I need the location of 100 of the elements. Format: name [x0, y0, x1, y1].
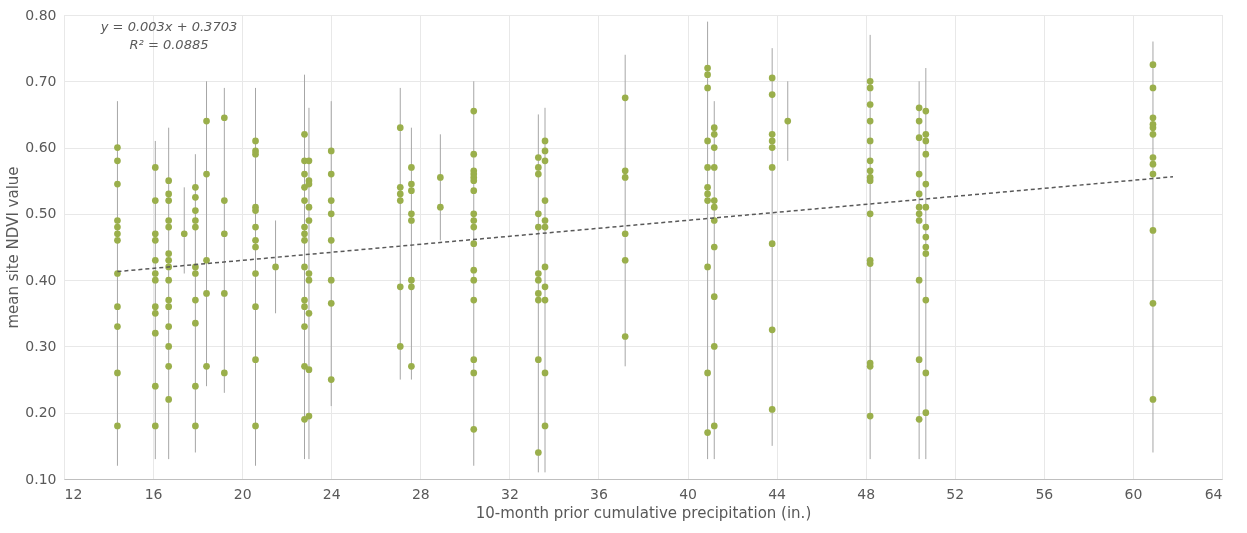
point	[470, 187, 478, 194]
point	[151, 329, 159, 337]
point	[704, 369, 711, 377]
point	[151, 309, 159, 317]
point	[534, 170, 542, 178]
point	[192, 319, 199, 327]
point	[704, 197, 711, 204]
point	[396, 343, 404, 350]
point	[534, 449, 542, 456]
point	[396, 197, 404, 204]
point	[915, 217, 923, 224]
point	[151, 276, 159, 284]
point	[165, 276, 173, 284]
point	[396, 190, 404, 198]
point	[220, 230, 228, 238]
point	[621, 94, 629, 102]
point	[534, 223, 542, 231]
point	[470, 150, 478, 158]
point	[203, 170, 210, 178]
point	[252, 270, 259, 277]
point	[541, 137, 549, 145]
point	[704, 71, 711, 78]
point	[305, 412, 313, 420]
point	[272, 263, 279, 271]
point	[114, 180, 121, 188]
point	[252, 243, 259, 251]
point	[915, 104, 923, 112]
point	[180, 230, 188, 238]
x-tick-label: 44	[768, 485, 787, 502]
point	[704, 137, 711, 145]
point	[470, 369, 478, 377]
point	[301, 170, 308, 178]
point	[165, 362, 173, 370]
point	[710, 164, 718, 171]
point	[301, 416, 308, 423]
point	[1149, 160, 1157, 168]
point	[114, 144, 121, 151]
point	[301, 263, 308, 271]
point	[1149, 227, 1157, 234]
point	[165, 343, 173, 350]
point	[165, 303, 173, 310]
point	[408, 187, 415, 194]
point	[534, 210, 542, 218]
point	[305, 270, 313, 277]
point	[704, 84, 711, 92]
point	[301, 237, 308, 244]
point	[534, 154, 542, 161]
point	[768, 137, 776, 145]
point	[922, 203, 930, 211]
point	[922, 130, 930, 138]
point	[470, 266, 478, 274]
point	[866, 412, 874, 420]
point	[165, 396, 173, 403]
point	[192, 223, 199, 231]
point	[768, 406, 776, 413]
point	[301, 296, 308, 304]
point	[470, 356, 478, 364]
point	[1149, 170, 1157, 178]
point	[252, 422, 259, 430]
point	[866, 84, 874, 92]
point	[470, 240, 478, 248]
point	[621, 230, 629, 238]
point	[704, 184, 711, 191]
point	[541, 223, 549, 231]
point	[165, 296, 173, 304]
point	[768, 144, 776, 151]
point	[114, 270, 121, 277]
point	[915, 190, 923, 198]
point	[252, 207, 259, 214]
point	[915, 276, 923, 284]
point	[114, 369, 121, 377]
point	[915, 416, 923, 423]
point	[305, 217, 313, 224]
point	[408, 210, 415, 218]
point	[534, 296, 542, 304]
point	[710, 422, 718, 430]
point	[710, 293, 718, 301]
point	[710, 197, 718, 204]
point	[621, 256, 629, 264]
point	[165, 256, 173, 264]
x-tick-label: 60	[1124, 485, 1143, 502]
point	[534, 164, 542, 171]
point	[922, 243, 930, 251]
point	[922, 233, 930, 241]
x-tick-label: 28	[411, 485, 430, 502]
point	[915, 356, 923, 364]
point	[114, 217, 121, 224]
y-tick-label: 0.10	[25, 470, 57, 487]
annotation: y = 0.003x + 0.3703	[99, 19, 238, 34]
point	[922, 180, 930, 188]
point	[327, 210, 335, 218]
point	[710, 217, 718, 224]
point	[252, 237, 259, 244]
point	[408, 283, 415, 291]
point	[470, 425, 478, 433]
point	[396, 283, 404, 291]
point	[203, 117, 210, 125]
annotation: R² = 0.0885	[129, 37, 209, 52]
point	[192, 207, 199, 214]
point	[534, 290, 542, 297]
